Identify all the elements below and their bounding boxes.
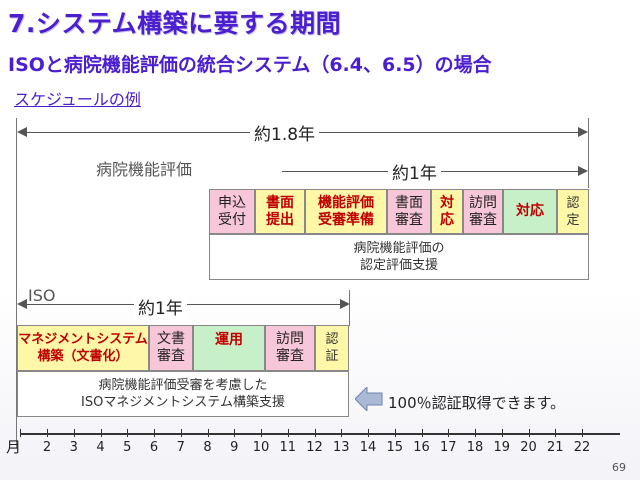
step-label: 文書 審査 [157,331,185,364]
month-label: 9 [230,440,239,455]
month-label: 22 [573,440,591,455]
overall-period-label: 約1.8年 [250,120,320,145]
timeline-tick [20,429,21,437]
timeline-tick [368,429,369,437]
month-label: 11 [279,440,297,455]
step-label: 訪問 審査 [469,194,497,228]
overall-start-guide [16,118,17,448]
month-label: 3 [69,440,78,455]
step-response-1: 対 応 [431,189,463,234]
step-iso-document-review: 文書 審査 [149,325,193,371]
hospital-eval-label: 病院機能評価 [96,160,193,179]
overall-arrow-right [578,127,588,137]
timeline-tick [314,429,316,437]
step-document-review: 書面 審査 [387,189,431,234]
example-label: スケジュールの例 [14,90,141,109]
timeline-axis [20,433,620,435]
timeline-tick [341,429,343,437]
month-label: 17 [439,440,457,455]
hospital-eval-period-label: 約1年 [388,159,441,184]
step-certification: 認 定 [557,189,589,234]
month-label: 5 [123,440,132,455]
month-label: 2 [42,440,52,455]
step-eval-prep: 機能評価 受審準備 [305,189,387,234]
step-label: 書面 提出 [266,194,294,228]
overall-end-guide [588,118,589,188]
timeline-tick [234,429,236,437]
step-label: 認 定 [566,195,580,228]
slide-subtitle: ISOと病院機能評価の統合システム（6.4、6.5）の場合 [8,54,492,76]
hospital-eval-support-box: 病院機能評価の 認定評価支援 [209,234,589,280]
timeline-tick [555,429,557,437]
slide-title: 7.システム構築に要する期間 [8,9,342,38]
month-label: 20 [520,440,537,455]
step-label: 対応 [516,203,544,219]
step-label: 認 証 [325,332,339,364]
month-label: 8 [203,440,212,455]
step-iso-certification: 認 証 [315,325,349,371]
month-label: 4 [96,440,105,455]
month-label: 14 [359,440,377,455]
step-label: 書面 審査 [395,194,423,228]
step-site-visit: 訪問 審査 [463,189,503,234]
timeline-tick [127,429,129,437]
month-label: 10 [252,440,270,455]
callout-text: 100％認証取得できます。 [388,394,566,412]
iso-arrow-right [340,299,350,309]
month-label: 13 [332,440,350,455]
left-arrow-icon [355,387,383,411]
month-label: 18 [466,440,484,455]
step-label: 運用 [215,332,243,348]
timeline-tick [180,429,182,437]
month-label: 21 [546,440,564,455]
step-response-2: 対応 [503,189,557,234]
timeline-tick [448,429,450,437]
page-number: 69 [612,461,626,474]
step-operation: 運用 [193,325,265,371]
timeline-tick [100,429,102,437]
hospital-eval-arrow-right [578,166,588,176]
timeline-tick [47,429,48,437]
month-label: 12 [306,440,323,455]
step-label: 申込 受付 [218,194,246,228]
support-text: 病院機能評価受審を考慮した ISOマネジメントシステム構築支援 [81,378,285,410]
timeline-tick [475,429,476,437]
timeline-tick [261,429,262,437]
step-label: 機能評価 受審準備 [318,194,374,228]
timeline-tick [421,429,423,437]
step-label: 訪問 審査 [276,331,304,364]
timeline-tick [528,429,530,437]
timeline-tick [154,429,155,437]
iso-label: ISO [28,286,56,305]
month-label: 15 [386,440,404,455]
step-application: 申込 受付 [209,189,255,234]
month-label: 7 [176,440,185,455]
step-iso-site-visit: 訪問 審査 [265,325,315,371]
iso-support-box: 病院機能評価受審を考慮した ISOマネジメントシステム構築支援 [17,371,349,417]
iso-arrow-left [17,299,27,309]
timeline-tick [287,429,289,437]
timeline-tick [582,429,583,437]
month-label: 6 [149,440,159,455]
month-label: 16 [413,440,430,455]
step-label: マネジメントシステム 構築（文書化） [18,332,148,364]
timeline-tick [394,429,396,437]
timeline-tick [73,429,75,437]
overall-arrow-left [17,127,27,137]
timeline-tick [501,429,503,437]
month-unit-label: 月 [6,438,22,456]
step-document-submit: 書面 提出 [255,189,305,234]
timeline-tick [207,429,209,437]
month-label: 19 [493,440,511,455]
iso-period-label: 約1年 [134,294,187,319]
step-ms-build: マネジメントシステム 構築（文書化） [17,325,149,371]
support-text: 病院機能評価の 認定評価支援 [353,241,445,273]
step-label: 対 応 [440,194,454,228]
